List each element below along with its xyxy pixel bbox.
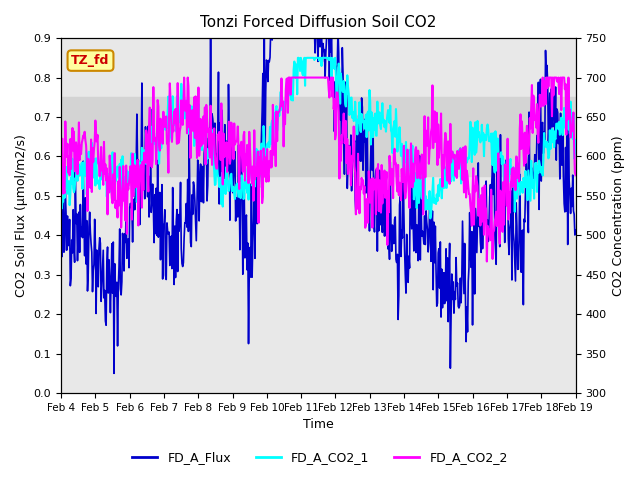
Title: Tonzi Forced Diffusion Soil CO2: Tonzi Forced Diffusion Soil CO2	[200, 15, 436, 30]
X-axis label: Time: Time	[303, 419, 333, 432]
Bar	[61, 97, 575, 176]
Y-axis label: CO2 Soil Flux (μmol/m2/s): CO2 Soil Flux (μmol/m2/s)	[15, 134, 28, 297]
Text: TZ_fd: TZ_fd	[71, 54, 109, 67]
Legend: FD_A_Flux, FD_A_CO2_1, FD_A_CO2_2: FD_A_Flux, FD_A_CO2_1, FD_A_CO2_2	[127, 446, 513, 469]
Y-axis label: CO2 Concentration (ppm): CO2 Concentration (ppm)	[612, 135, 625, 296]
